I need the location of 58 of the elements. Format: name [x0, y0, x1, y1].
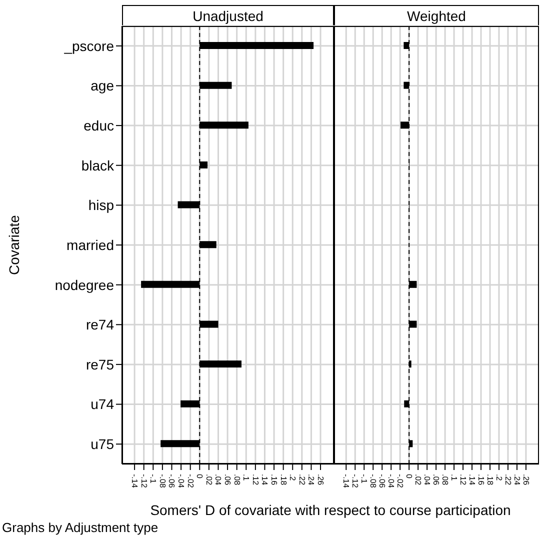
- y-tick-label: re75: [86, 356, 114, 372]
- x-tick-label: -.02: [186, 474, 195, 488]
- y-tick-label: married: [66, 236, 114, 253]
- x-tick-label: .16: [270, 474, 279, 486]
- y-tick-label: hisp: [88, 197, 114, 214]
- x-tick-label: 0: [404, 474, 414, 479]
- x-tick-label: .08: [232, 474, 242, 486]
- x-tick-label: .22: [297, 474, 306, 486]
- x-tick-label: .04: [214, 474, 223, 486]
- x-tick-label: .12: [458, 474, 468, 486]
- x-tick-label: .26: [521, 474, 530, 486]
- y-tick-label: educ: [84, 118, 114, 134]
- x-tick-label: -.08: [368, 474, 378, 488]
- x-tick-label: -.04: [176, 474, 186, 488]
- x-tick-label: -.12: [350, 474, 360, 488]
- y-tick-label: age: [90, 78, 114, 94]
- x-tick-label: .14: [468, 474, 477, 486]
- x-tick-label: -.08: [158, 474, 167, 488]
- y-tick-label: re74: [86, 316, 114, 333]
- x-tick-label: .24: [512, 474, 522, 486]
- x-tick-label: -.06: [378, 474, 387, 488]
- x-tick-label: -.1: [148, 474, 158, 484]
- x-tick-label: .2: [494, 474, 504, 482]
- x-tick-label: -.1: [360, 474, 369, 484]
- x-tick-label: -.02: [396, 474, 405, 488]
- y-axis-title: Covariate: [6, 214, 22, 275]
- x-tick-label: .08: [440, 474, 450, 486]
- y-tick-label: nodegree: [54, 276, 114, 293]
- x-tick-label: -.14: [130, 474, 140, 488]
- x-tick-label: .02: [204, 474, 214, 486]
- text: Graphs by Adjustment type: [2, 520, 158, 535]
- x-tick-label: 0: [195, 474, 204, 479]
- x-tick-label: -.04: [386, 474, 396, 488]
- x-tick-label: .02: [414, 474, 423, 486]
- x-tick-label: .04: [422, 474, 432, 486]
- chart-title: Weighted: [334, 5, 539, 26]
- x-tick-label: .16: [476, 474, 486, 486]
- x-tick-label: .1: [450, 474, 459, 482]
- y-tick-label: u74: [90, 396, 114, 412]
- x-tick-label: .12: [250, 474, 260, 486]
- x-tick-label: -.12: [139, 474, 148, 488]
- x-tick-label: .14: [260, 474, 270, 486]
- chart-title: Unadjusted: [122, 5, 334, 26]
- x-tick-label: .24: [306, 474, 316, 486]
- y-tick-label: _pscore: [63, 38, 114, 54]
- x-tick-label: .06: [223, 474, 232, 486]
- x-tick-label: -.14: [342, 474, 351, 488]
- x-tick-label: -.06: [167, 474, 176, 488]
- x-tick-label: .18: [278, 474, 288, 486]
- x-tick-label: .18: [486, 474, 494, 486]
- x-tick-label: .26: [316, 474, 326, 486]
- x-tick-label: .22: [503, 474, 512, 486]
- y-tick-label: black: [81, 157, 115, 174]
- x-tick-label: .2: [288, 474, 298, 482]
- y-tick-label: u75: [90, 436, 114, 452]
- x-axis-title: Somers' D of covariate with respect to course participation: [149, 502, 512, 518]
- x-tick-label: .1: [242, 474, 251, 482]
- x-tick-label: .06: [432, 474, 441, 486]
